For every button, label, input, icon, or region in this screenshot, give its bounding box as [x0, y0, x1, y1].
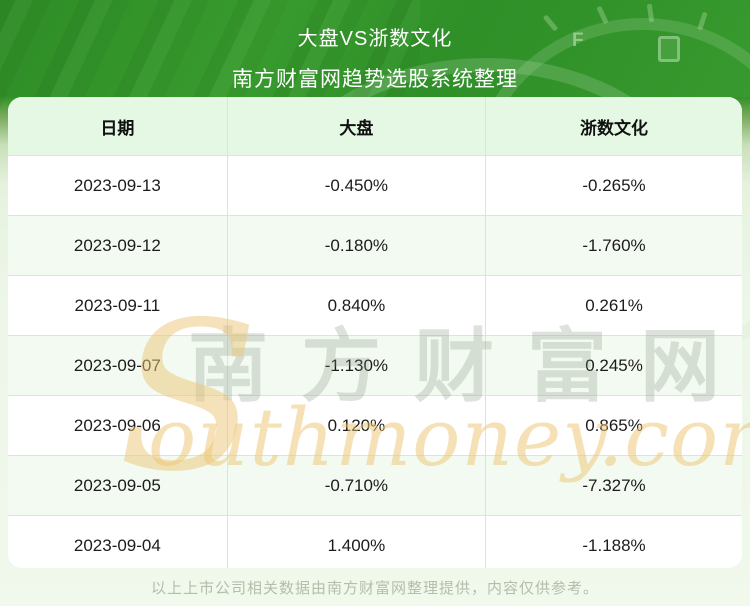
stock-change-cell: 0.865%: [485, 396, 742, 455]
stock-change-cell: 0.245%: [485, 336, 742, 395]
page-title: 大盘VS浙数文化: [297, 28, 453, 50]
date-cell: 2023-09-04: [73, 535, 161, 555]
table-row: 2023-09-11 0.840% 0.261%: [8, 275, 742, 335]
table-row: 2023-09-04 1.400% -1.188%: [8, 515, 742, 568]
column-header-market: 大盘: [226, 97, 485, 155]
date-cell: 2023-09-12: [73, 235, 161, 255]
table-row: 2023-09-06 0.120% 0.865%: [8, 395, 742, 455]
page-header: 大盘VS浙数文化 南方财富网趋势选股系统整理: [0, 0, 750, 93]
market-change-cell: -1.130%: [226, 336, 485, 395]
gauge-full-label: F: [572, 30, 584, 51]
disclaimer-text: 以上上市公司相关数据由南方财富网整理提供，内容仅供参考。: [150, 579, 599, 597]
stock-change-cell: -1.760%: [485, 216, 742, 275]
date-cell: 2023-09-05: [73, 475, 161, 495]
stock-change-cell: -0.265%: [485, 156, 742, 215]
market-change-cell: -0.710%: [226, 456, 485, 515]
date-cell: 2023-09-06: [73, 415, 161, 435]
footer: 以上上市公司相关数据由南方财富网整理提供，内容仅供参考。: [0, 568, 750, 606]
column-header-stock: 浙数文化: [485, 97, 742, 155]
table-header-row: 日期 大盘 浙数文化: [8, 97, 742, 155]
table-row: 2023-09-12 -0.180% -1.760%: [8, 215, 742, 275]
market-change-cell: -0.450%: [226, 156, 485, 215]
page-subtitle: 南方财富网趋势选股系统整理: [232, 68, 518, 91]
market-change-cell: -0.180%: [226, 216, 485, 275]
stock-change-cell: 0.261%: [485, 276, 742, 335]
market-change-cell: 0.120%: [226, 396, 485, 455]
market-change-cell: 1.400%: [226, 516, 485, 568]
column-header-date: 日期: [100, 118, 135, 138]
stock-change-cell: -1.188%: [485, 516, 742, 568]
date-cell: 2023-09-07: [73, 355, 161, 375]
date-cell: 2023-09-13: [73, 175, 161, 195]
table-row: 2023-09-05 -0.710% -7.327%: [8, 455, 742, 515]
comparison-table: 日期 大盘 浙数文化 2023-09-13 -0.450% -0.265% 20…: [8, 97, 742, 568]
table-row: 2023-09-07 -1.130% 0.245%: [8, 335, 742, 395]
table-row: 2023-09-13 -0.450% -0.265%: [8, 155, 742, 215]
market-change-cell: 0.840%: [226, 276, 485, 335]
date-cell: 2023-09-11: [74, 295, 161, 315]
stock-change-cell: -7.327%: [485, 456, 742, 515]
fuel-pump-icon: [658, 36, 680, 62]
